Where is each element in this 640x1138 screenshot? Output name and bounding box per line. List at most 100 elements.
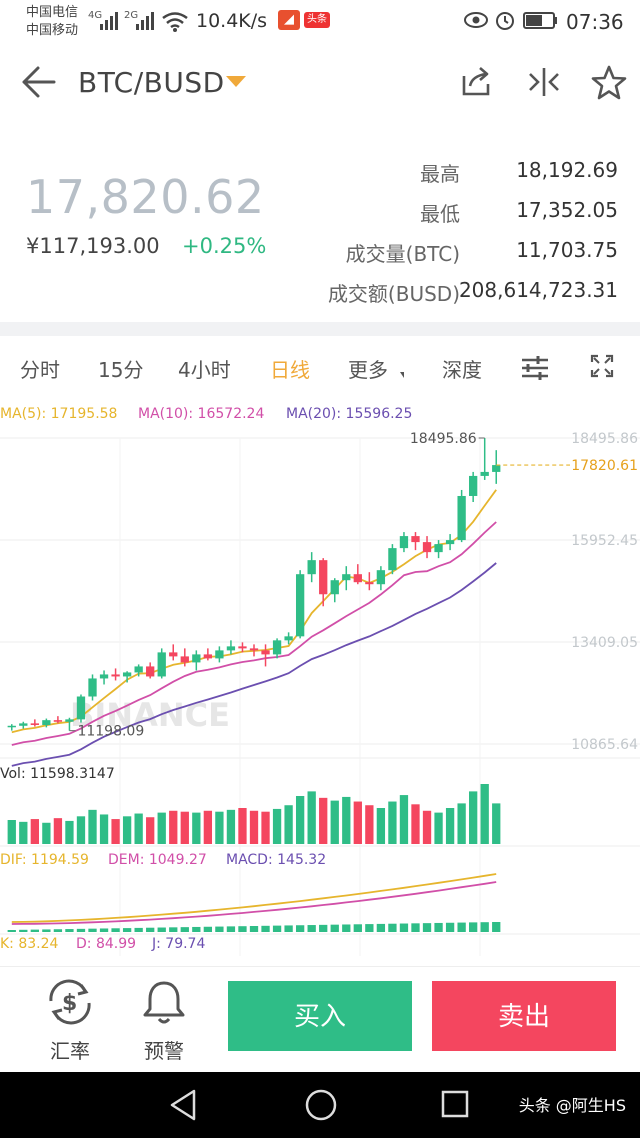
tab-more[interactable]: 更多 [348,358,388,382]
back-arrow-icon[interactable] [18,62,58,102]
j-label: J: 79.74 [151,936,205,952]
macd-bar [19,929,28,932]
macd-bar [376,923,386,932]
macd-bar [399,923,409,932]
candle-body [492,465,501,472]
fullscreen-icon[interactable] [590,354,614,378]
network-type-2: 2G [124,10,139,21]
nav-recents-icon[interactable] [440,1088,470,1122]
macd-bar [65,929,74,932]
volume-bar [365,805,374,844]
candle-body [353,574,362,583]
volume-bars [7,784,501,844]
volume-bar [295,796,305,844]
volume-bar [457,803,466,844]
last-price: 17,820.62 [26,170,265,224]
network-speed: 10.4K/s [196,10,268,32]
share-icon[interactable] [458,64,494,100]
trading-pair-title[interactable]: BTC/BUSD [78,66,225,99]
candle-body [457,495,466,541]
tab-depth[interactable]: 深度 [442,358,482,382]
macd-bar [365,924,374,932]
pair-dropdown-caret-icon[interactable] [226,76,246,87]
macd-bar [272,925,282,932]
ma10-line [11,521,497,746]
volume-bar [376,808,386,844]
volume-bar [307,791,316,844]
macd-bar [469,922,478,932]
macd-bar [307,925,316,932]
kline-chart[interactable]: MA(5): 17195.58 MA(10): 16572.24 MA(20):… [0,396,640,966]
wifi-icon [162,12,188,32]
tab-daily[interactable]: 日线 [270,358,310,382]
compare-icon[interactable] [526,64,562,100]
macd-bar [261,925,270,932]
candle-body [480,471,489,476]
alert-button[interactable]: 预警 [134,977,194,1064]
nav-back-icon[interactable] [168,1088,198,1122]
exchange-rate-button[interactable]: $ 汇率 [38,977,102,1064]
stat-value-high: 18,192.69 [516,158,618,182]
volume-bar [480,784,489,844]
macd-bar [457,922,466,932]
volume-bar [284,805,293,844]
stat-value-turnover: 208,614,723.31 [458,278,618,302]
more-caret-icon [400,372,404,378]
tab-15min[interactable]: 15分 [98,358,144,382]
macd-bar [203,926,213,932]
y-tick-label: 15952.45 [571,533,638,549]
macd-bar [434,922,443,932]
candle-body [122,672,132,677]
macd-label: MACD: 145.32 [226,852,326,868]
volume-bar [192,812,201,844]
dem-label: DEM: 1049.27 [108,852,207,868]
candle-body [192,654,201,663]
volume-bar [169,810,178,844]
y-tick-label: 10865.64 [571,737,638,753]
sell-button[interactable]: 卖出 [432,981,616,1051]
macd-bar [76,928,86,932]
buy-button[interactable]: 买入 [228,981,412,1051]
action-bar: $ 汇率 预警 买入 卖出 [0,966,640,1072]
candle-body [88,678,97,697]
indicator-settings-icon[interactable] [520,354,550,382]
tab-time-sharing[interactable]: 分时 [20,358,60,382]
volume-bar [122,816,132,844]
alarm-icon [496,12,514,30]
favorite-star-icon[interactable] [590,64,628,102]
macd-bar [226,926,236,932]
macd-bar [7,930,16,932]
candle-body [319,560,328,595]
volume-bar [319,797,328,844]
tab-4h[interactable]: 4小时 [178,358,231,382]
candles [7,438,501,731]
stat-label-volume: 成交量(BTC) [345,242,460,266]
source-watermark: 头条 @阿生HS [518,1096,626,1115]
candle-body [307,560,316,575]
candle-body [330,580,339,595]
volume-bar [238,808,247,844]
stat-value-low: 17,352.05 [516,198,618,222]
macd-bar [492,922,501,932]
dif-line [11,873,497,923]
signal-2-icon [136,12,154,30]
last-price-label: 17820.61 [571,458,638,474]
candle-body [53,720,63,722]
volume-bar [19,821,28,844]
volume-bar [411,804,420,844]
exchange-rate-icon: $ [49,979,91,1025]
volume-bar [99,814,109,844]
macd-bar [134,927,143,932]
volume-bar [111,819,120,844]
macd-bar [99,928,109,932]
macd-bar [284,925,293,932]
candle-body [365,582,374,585]
candle-body [422,542,432,553]
bell-icon [143,981,185,1024]
candle-body [411,536,420,543]
nav-home-icon[interactable] [304,1088,338,1122]
candle-body [376,570,386,585]
volume-bar [261,811,270,844]
chart-grid [0,437,640,956]
battery-icon [523,12,557,29]
